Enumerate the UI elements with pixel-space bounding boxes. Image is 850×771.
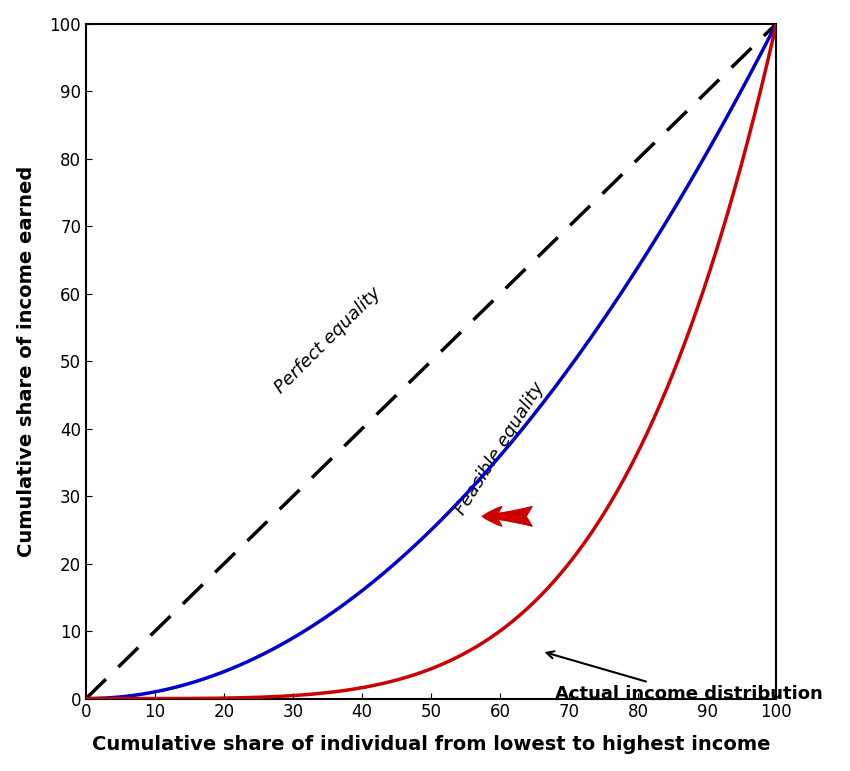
Text: Feasible equality: Feasible equality <box>452 379 548 518</box>
Text: Actual income distribution: Actual income distribution <box>547 651 823 703</box>
Y-axis label: Cumulative share of income earned: Cumulative share of income earned <box>17 166 36 557</box>
X-axis label: Cumulative share of individual from lowest to highest income: Cumulative share of individual from lowe… <box>92 736 770 754</box>
Text: Perfect equality: Perfect equality <box>271 284 384 397</box>
